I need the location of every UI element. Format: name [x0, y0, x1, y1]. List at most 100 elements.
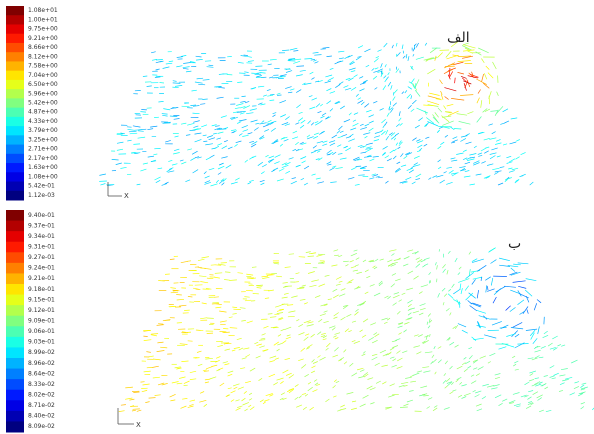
- colorbar-label: 5.42e-01: [28, 183, 55, 190]
- colorbar-label: 3.25e+00: [28, 136, 58, 143]
- colorbar-label: 9.37e-01: [28, 222, 55, 229]
- vector: [149, 398, 156, 399]
- vector: [381, 71, 382, 75]
- colorbar-swatch: [6, 80, 24, 90]
- colorbar-label: 1.00e+01: [28, 16, 58, 23]
- colorbar-swatch: [6, 108, 24, 118]
- colorbar-label: 1.08e+00: [28, 173, 58, 180]
- colorbar-label: 8.40e-02: [28, 413, 55, 420]
- vector: [225, 272, 230, 273]
- vector: [140, 112, 146, 113]
- vector: [242, 96, 246, 97]
- colorbar-label: 9.12e-01: [28, 307, 55, 314]
- colorbar-swatch: [6, 61, 24, 71]
- vector: [143, 76, 147, 77]
- colorbar-label: 2.71e+00: [28, 146, 58, 153]
- vector: [237, 112, 242, 113]
- colorbar-label: 9.18e-01: [28, 286, 55, 293]
- vector: [173, 83, 181, 84]
- colorbar-swatch: [6, 98, 24, 108]
- colorbar-label: 8.99e-02: [28, 349, 55, 356]
- colorbar-swatch: [6, 421, 24, 432]
- colorbar-swatch: [6, 71, 24, 81]
- colorbar-swatch: [6, 52, 24, 62]
- vector: [400, 407, 408, 408]
- colorbar-swatch: [6, 295, 24, 306]
- colorbar-label: 8.64e-02: [28, 370, 55, 377]
- panel-label: الف: [447, 30, 470, 46]
- colorbar-swatch: [6, 126, 24, 136]
- colorbar-swatch: [6, 411, 24, 422]
- colorbar-swatch: [6, 231, 24, 242]
- colorbar-label: 8.96e-02: [28, 360, 55, 367]
- panel-label: ب: [508, 236, 521, 252]
- vector: [176, 295, 182, 296]
- colorbar-label: 4.87e+00: [28, 109, 58, 116]
- colorbar-swatch: [6, 172, 24, 182]
- colorbar-swatch: [6, 24, 24, 34]
- colorbar-swatch: [6, 347, 24, 358]
- vector: [248, 284, 252, 285]
- vector: [151, 334, 158, 335]
- vector: [138, 131, 144, 132]
- colorbar-label: 9.24e-01: [28, 265, 55, 272]
- vector: [318, 254, 325, 255]
- vector: [135, 130, 143, 131]
- colorbar-label: 4.33e+00: [28, 118, 58, 125]
- colorbar-label: 5.42e+00: [28, 100, 58, 107]
- vector: [237, 82, 242, 83]
- background: [0, 0, 594, 434]
- vector: [162, 114, 168, 115]
- vector: [133, 392, 139, 393]
- colorbar-label: 7.58e+00: [28, 63, 58, 70]
- colorbar-label: 6.50e+00: [28, 81, 58, 88]
- colorbar-label: 9.03e-01: [28, 339, 55, 346]
- colorbar-label: 9.15e-01: [28, 296, 55, 303]
- colorbar-swatch: [6, 263, 24, 274]
- vector: [160, 83, 165, 84]
- colorbar-swatch: [6, 337, 24, 348]
- vector: [454, 129, 461, 130]
- colorbar-swatch: [6, 369, 24, 380]
- colorbar-swatch: [6, 163, 24, 173]
- figure: 1.08e+011.00e+019.75e+009.21e+008.66e+00…: [0, 0, 594, 434]
- vector: [187, 261, 191, 262]
- colorbar-label: 8.66e+00: [28, 44, 58, 51]
- vector: [308, 256, 314, 257]
- colorbar-label: 9.09e-01: [28, 318, 55, 325]
- colorbar-swatch: [6, 117, 24, 127]
- colorbar-label: 9.75e+00: [28, 26, 58, 33]
- axis-label: X: [136, 421, 141, 429]
- vector: [427, 322, 428, 325]
- colorbar-label: 8.33e-02: [28, 381, 55, 388]
- vector: [268, 314, 273, 315]
- vector: [156, 60, 163, 61]
- colorbar-swatch: [6, 305, 24, 316]
- vector: [214, 297, 219, 298]
- colorbar-swatch: [6, 210, 24, 221]
- colorbar-label: 8.71e-02: [28, 402, 55, 409]
- vector: [219, 129, 227, 130]
- vector: [173, 291, 178, 292]
- colorbar-swatch: [6, 242, 24, 253]
- vector: [202, 99, 207, 100]
- colorbar-swatch: [6, 273, 24, 284]
- vector: [296, 66, 304, 67]
- colorbar-swatch: [6, 358, 24, 369]
- colorbar-label: 5.96e+00: [28, 90, 58, 97]
- vector: [117, 134, 123, 135]
- colorbar-label: 8.12e+00: [28, 53, 58, 60]
- colorbar-label: 2.17e+00: [28, 155, 58, 162]
- colorbar-swatch: [6, 284, 24, 295]
- colorbar-label: 1.12e-03: [28, 192, 55, 199]
- colorbar-swatch: [6, 145, 24, 155]
- colorbar-swatch: [6, 221, 24, 232]
- vector: [133, 144, 140, 145]
- vector: [215, 265, 221, 266]
- vector: [481, 277, 482, 281]
- vector: [195, 358, 200, 359]
- colorbar-label: 1.63e+00: [28, 164, 58, 171]
- vector: [289, 254, 294, 255]
- colorbar-swatch: [6, 182, 24, 192]
- colorbar-swatch: [6, 326, 24, 337]
